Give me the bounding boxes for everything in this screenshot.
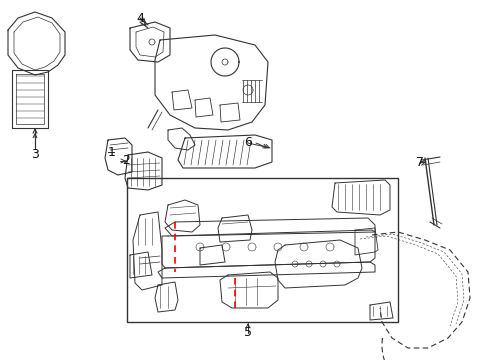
Text: 7: 7 [415,157,423,170]
Text: 3: 3 [31,148,39,162]
Text: 4: 4 [136,12,143,24]
Text: 5: 5 [244,327,251,339]
Text: 6: 6 [244,136,251,149]
Text: 1: 1 [108,145,116,158]
Text: 2: 2 [122,154,130,167]
